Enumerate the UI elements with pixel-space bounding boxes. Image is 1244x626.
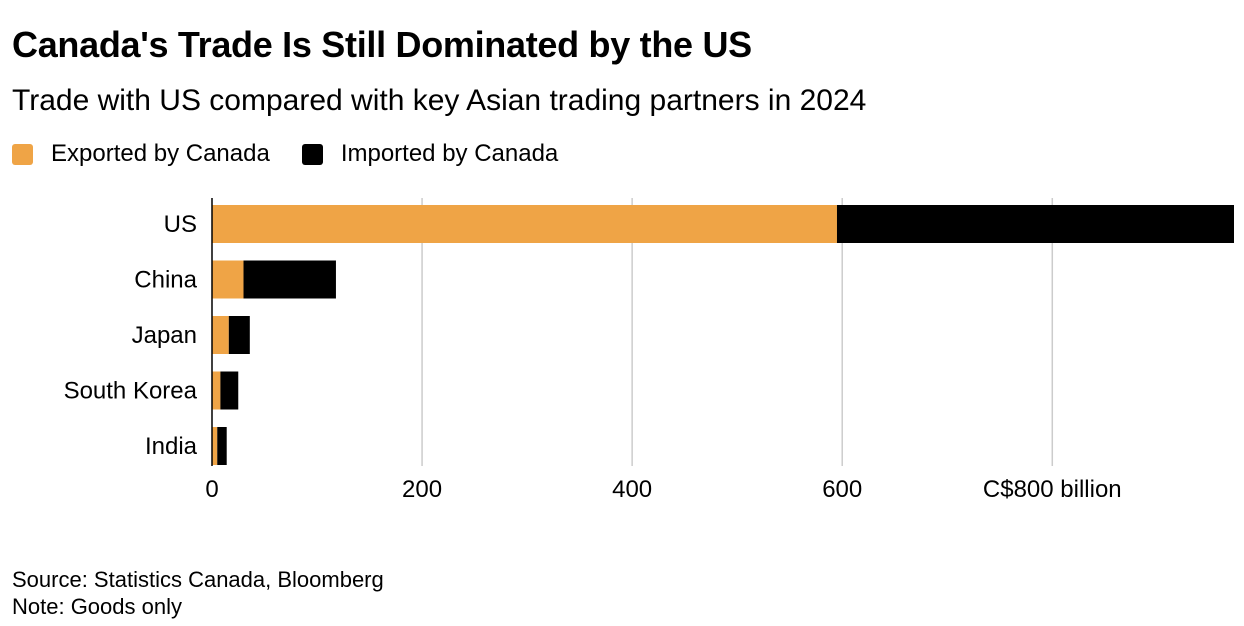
category-label-india: India — [145, 433, 198, 460]
bar-south-korea-imports — [220, 371, 239, 410]
bar-india-exports — [212, 427, 218, 465]
legend-label-exports: Exported by Canada — [51, 140, 270, 167]
tick-label-800: C$800 billion — [983, 476, 1122, 503]
legend-item-exports: Exported by Canada — [12, 140, 270, 168]
category-label-japan: Japan — [132, 322, 197, 349]
source-note: Source: Statistics Canada, Bloomberg — [12, 567, 384, 592]
bar-us-imports — [836, 205, 1234, 243]
category-label-south-korea: South Korea — [64, 378, 198, 405]
legend-label-imports: Imported by Canada — [340, 140, 559, 167]
tick-label-200: 200 — [402, 476, 442, 503]
bar-japan-imports — [228, 316, 250, 354]
bar-india-imports — [217, 427, 227, 465]
footnote: Note: Goods only — [12, 594, 182, 619]
bar-china-imports — [243, 260, 336, 299]
tick-label-600: 600 — [822, 476, 862, 503]
chart-subtitle: Trade with US compared with key Asian tr… — [12, 84, 867, 117]
bar-china-exports — [212, 260, 244, 299]
legend: Exported by Canada Imported by Canada — [12, 140, 590, 168]
bar-south-korea-exports — [212, 371, 221, 410]
chart-title: Canada's Trade Is Still Dominated by the… — [12, 24, 752, 65]
tick-label-400: 400 — [612, 476, 652, 503]
bar-us-exports — [212, 205, 837, 243]
legend-swatch-exports — [12, 143, 33, 165]
bar-japan-exports — [212, 316, 229, 354]
category-label-china: China — [134, 267, 197, 294]
tick-label-0: 0 — [205, 476, 218, 503]
legend-swatch-imports — [301, 143, 323, 165]
category-label-us: US — [164, 211, 197, 238]
legend-item-imports: Imported by Canada — [301, 140, 559, 168]
